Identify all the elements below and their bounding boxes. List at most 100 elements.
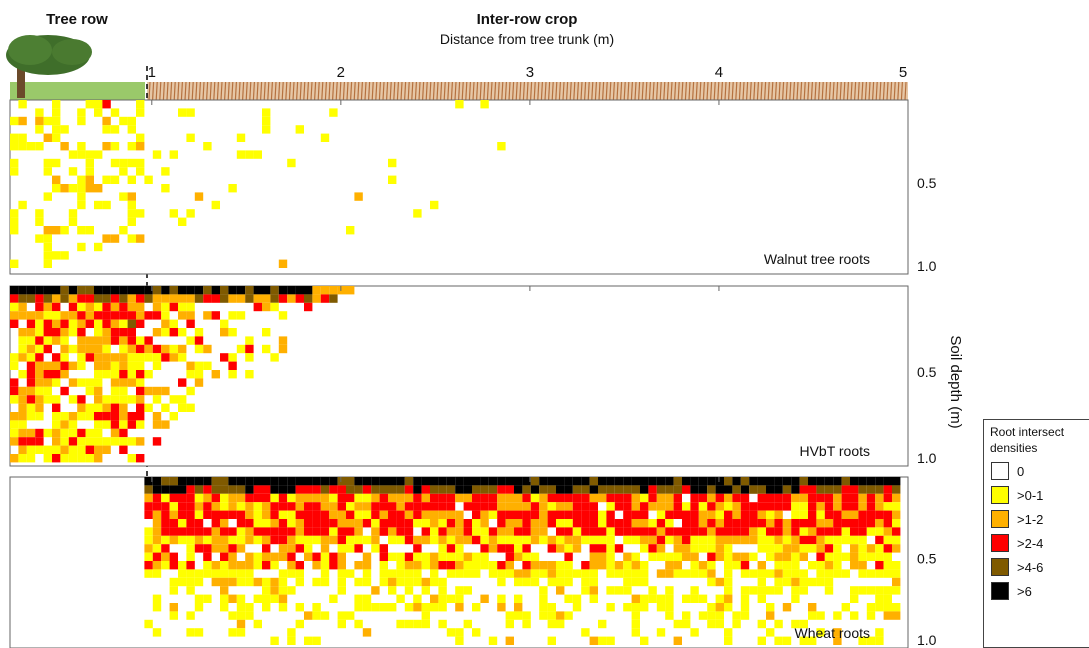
legend-title-line2: densities: [990, 441, 1038, 455]
heatmap-cell: [438, 586, 447, 595]
heatmap-cell: [152, 294, 162, 303]
heatmap-cell: [556, 527, 565, 536]
heatmap-cell: [572, 502, 582, 511]
wheat-stalk: [494, 81, 497, 101]
heatmap-cell: [606, 477, 615, 486]
heatmap-cell: [194, 477, 204, 486]
heatmap-cell: [186, 586, 195, 595]
heatmap-cell: [497, 502, 506, 511]
heatmap-cell: [682, 544, 691, 553]
heatmap-cell: [556, 485, 565, 494]
heatmap-cell: [883, 535, 892, 545]
wheat-stalk: [602, 81, 605, 101]
heatmap-cell: [371, 603, 380, 612]
heatmap-cell: [732, 535, 741, 545]
heatmap-cell: [110, 286, 120, 295]
wheat-stalk: [177, 81, 180, 101]
heatmap-cell: [808, 535, 817, 545]
heatmap-cell: [161, 184, 170, 193]
heatmap-cell: [463, 527, 472, 536]
heatmap-cell: [732, 477, 741, 486]
heatmap-cell: [572, 519, 582, 528]
heatmap-cell: [110, 412, 120, 421]
heatmap-cell: [228, 286, 237, 295]
heatmap-cell: [211, 200, 220, 210]
heatmap-cell: [10, 167, 19, 176]
heatmap-cell: [236, 519, 246, 528]
heatmap-cell: [547, 535, 556, 545]
heatmap-cell: [883, 519, 892, 528]
heatmap-cell: [656, 510, 666, 519]
heatmap-cell: [539, 594, 548, 603]
heatmap-cell: [463, 561, 472, 570]
heatmap-cell: [287, 636, 296, 645]
wheat-stalk: [616, 81, 619, 101]
heatmap-cell: [371, 535, 380, 545]
wheat-stalk: [285, 81, 288, 101]
heatmap-cell: [875, 477, 884, 486]
heatmap-cell: [26, 454, 36, 463]
heatmap-cell: [110, 302, 120, 312]
heatmap-cell: [304, 636, 313, 645]
heatmap-cell: [26, 370, 36, 379]
heatmap-cell: [379, 577, 388, 587]
heatmap-cell: [455, 510, 464, 519]
heatmap-cell: [430, 510, 439, 519]
heatmap-cell: [354, 502, 363, 511]
heatmap-cell: [799, 619, 808, 629]
heatmap-cell: [236, 561, 246, 570]
heatmap-cell: [866, 493, 876, 503]
heatmap-cell: [766, 493, 775, 503]
heatmap-cell: [740, 552, 750, 561]
heatmap-cell: [698, 535, 708, 545]
heatmap-cell: [841, 519, 850, 528]
wheat-stalk: [299, 81, 302, 101]
tree-row-title: Tree row: [46, 11, 108, 28]
heatmap-cell: [161, 403, 170, 412]
heatmap-cell: [35, 234, 44, 243]
heatmap-cell: [35, 209, 44, 218]
heatmap-cell: [505, 535, 514, 545]
heatmap-cell: [547, 611, 556, 620]
heatmap-cell: [850, 510, 859, 519]
heatmap-cell: [60, 428, 69, 438]
heatmap-cell: [623, 527, 632, 536]
heatmap-cell: [850, 527, 859, 536]
heatmap-cell: [614, 544, 624, 553]
heatmap-cell: [220, 552, 229, 561]
heatmap-cell: [329, 485, 338, 494]
heatmap-cell: [665, 535, 674, 545]
heatmap-cell: [858, 586, 867, 595]
wheat-stalk: [620, 81, 623, 101]
heatmap-cell: [77, 294, 86, 303]
heatmap-cell: [211, 569, 220, 578]
heatmap-cell: [732, 485, 741, 494]
heatmap-cell: [136, 353, 145, 362]
heatmap-cell: [799, 510, 808, 519]
wheat-stalk: [742, 81, 745, 101]
heatmap-cell: [875, 586, 884, 595]
heatmap-cell: [169, 209, 178, 218]
heatmap-cell: [564, 477, 573, 486]
heatmap-cell: [564, 519, 573, 528]
heatmap-cell: [774, 477, 783, 486]
heatmap-cell: [606, 510, 615, 519]
heatmap-cell: [270, 561, 279, 570]
heatmap-cell: [144, 485, 153, 494]
wheat-stalk: [674, 81, 677, 101]
heatmap-cell: [52, 319, 61, 328]
heatmap-cell: [673, 527, 682, 536]
heatmap-cell: [295, 510, 304, 519]
heatmap-cell: [833, 569, 842, 578]
heatmap-cell: [136, 370, 145, 379]
heatmap-cell: [43, 445, 52, 454]
heatmap-cell: [94, 403, 103, 412]
heatmap-cell: [169, 577, 178, 587]
heatmap-cell: [346, 569, 355, 578]
heatmap-cell: [94, 420, 103, 429]
heatmap-cell: [514, 527, 523, 536]
heatmap-cell: [539, 519, 548, 528]
heatmap-cell: [488, 636, 498, 645]
heatmap-cell: [665, 502, 674, 511]
heatmap-cell: [404, 569, 414, 578]
